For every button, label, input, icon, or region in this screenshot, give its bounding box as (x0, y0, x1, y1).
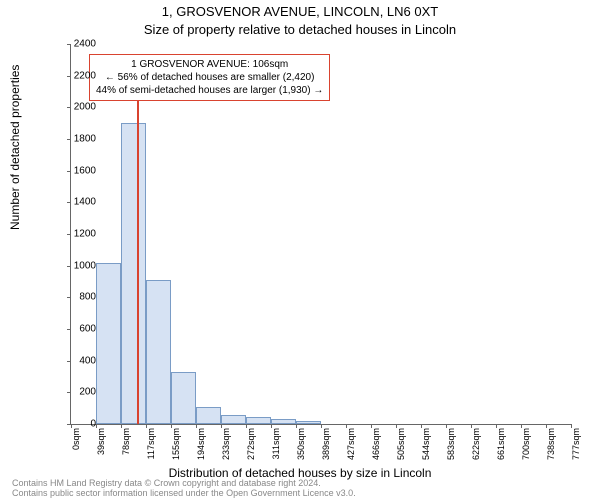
x-tick-label: 194sqm (196, 428, 206, 460)
y-tick-mark (67, 329, 71, 330)
y-tick-label: 400 (79, 355, 96, 366)
x-tick-label: 583sqm (446, 428, 456, 460)
y-tick-label: 600 (79, 324, 96, 335)
x-tick-label: 700sqm (521, 428, 531, 460)
x-tick-label: 39sqm (96, 428, 106, 455)
y-tick-mark (67, 361, 71, 362)
x-tick-label: 233sqm (221, 428, 231, 460)
footer-attribution: Contains HM Land Registry data © Crown c… (12, 479, 356, 499)
y-tick-label: 0 (90, 419, 96, 430)
y-tick-label: 1000 (74, 260, 96, 271)
y-tick-label: 1200 (74, 229, 96, 240)
x-tick-label: 350sqm (296, 428, 306, 460)
x-tick-label: 272sqm (246, 428, 256, 460)
histogram-bar (96, 263, 121, 425)
x-tick-label: 427sqm (346, 428, 356, 460)
callout-line-2: ← 56% of detached houses are smaller (2,… (96, 71, 323, 84)
y-tick-mark (67, 202, 71, 203)
histogram-plot: 0sqm39sqm78sqm117sqm155sqm194sqm233sqm27… (70, 44, 571, 425)
page-title-1: 1, GROSVENOR AVENUE, LINCOLN, LN6 0XT (0, 4, 600, 19)
y-tick-mark (67, 107, 71, 108)
x-tick-label: 505sqm (396, 428, 406, 460)
y-tick-mark (67, 139, 71, 140)
x-tick-label: 661sqm (496, 428, 506, 460)
x-tick-label: 544sqm (421, 428, 431, 460)
x-tick-label: 0sqm (71, 428, 81, 450)
y-tick-label: 2400 (74, 39, 96, 50)
x-tick-label: 311sqm (271, 428, 281, 459)
histogram-bar (271, 419, 296, 424)
x-tick-label: 738sqm (546, 428, 556, 460)
y-tick-mark (67, 171, 71, 172)
y-tick-label: 200 (79, 387, 96, 398)
x-tick-label: 622sqm (471, 428, 481, 460)
x-tick-label: 389sqm (321, 428, 331, 460)
x-tick-label: 466sqm (371, 428, 381, 460)
y-axis-label: Number of detached properties (8, 65, 22, 230)
x-tick-label: 78sqm (121, 428, 131, 455)
y-tick-label: 2200 (74, 70, 96, 81)
footer-line-2: Contains public sector information licen… (12, 489, 356, 499)
y-tick-label: 2000 (74, 102, 96, 113)
histogram-bar (221, 415, 246, 425)
callout-line-1: 1 GROSVENOR AVENUE: 106sqm (96, 58, 323, 71)
histogram-bar (171, 372, 196, 424)
histogram-bar (246, 417, 271, 424)
callout-box: 1 GROSVENOR AVENUE: 106sqm← 56% of detac… (89, 54, 330, 101)
callout-line-3: 44% of semi-detached houses are larger (… (96, 84, 323, 97)
y-tick-label: 1800 (74, 134, 96, 145)
property-marker-line (137, 99, 139, 424)
x-tick-label: 117sqm (146, 428, 156, 459)
y-tick-mark (67, 392, 71, 393)
y-tick-mark (67, 44, 71, 45)
y-tick-mark (67, 234, 71, 235)
y-tick-mark (67, 76, 71, 77)
y-tick-label: 1600 (74, 165, 96, 176)
histogram-bar (121, 123, 146, 424)
y-tick-mark (67, 297, 71, 298)
x-tick-label: 777sqm (571, 428, 581, 460)
y-tick-mark (67, 266, 71, 267)
x-tick-label: 155sqm (171, 428, 181, 460)
histogram-bar (196, 407, 221, 424)
page-title-2: Size of property relative to detached ho… (0, 22, 600, 37)
y-tick-label: 1400 (74, 197, 96, 208)
histogram-bar (296, 421, 321, 424)
y-tick-label: 800 (79, 292, 96, 303)
histogram-bar (146, 280, 171, 424)
